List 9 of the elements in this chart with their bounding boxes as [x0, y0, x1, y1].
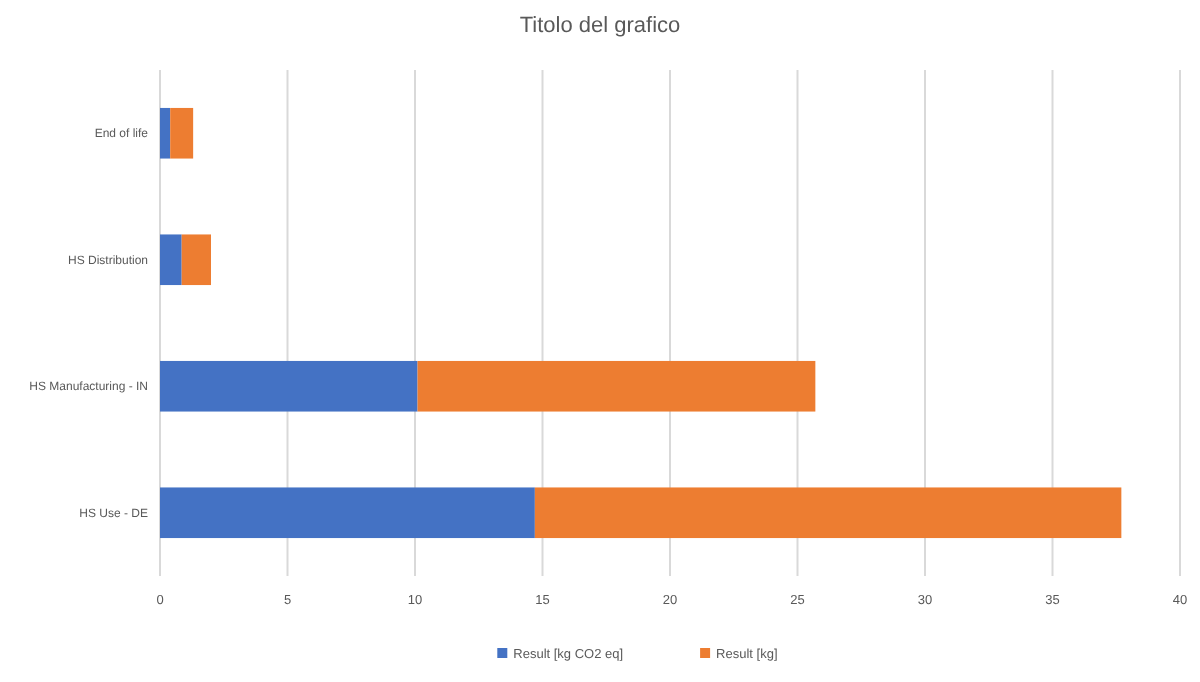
- bar: [160, 107, 171, 159]
- bar: [534, 487, 1122, 539]
- bar: [160, 487, 535, 539]
- bar: [170, 107, 194, 159]
- bar: [181, 234, 211, 286]
- bar: [160, 360, 418, 412]
- bar: [160, 234, 182, 286]
- chart-title: Titolo del grafico: [519, 14, 681, 38]
- bar: [417, 360, 816, 412]
